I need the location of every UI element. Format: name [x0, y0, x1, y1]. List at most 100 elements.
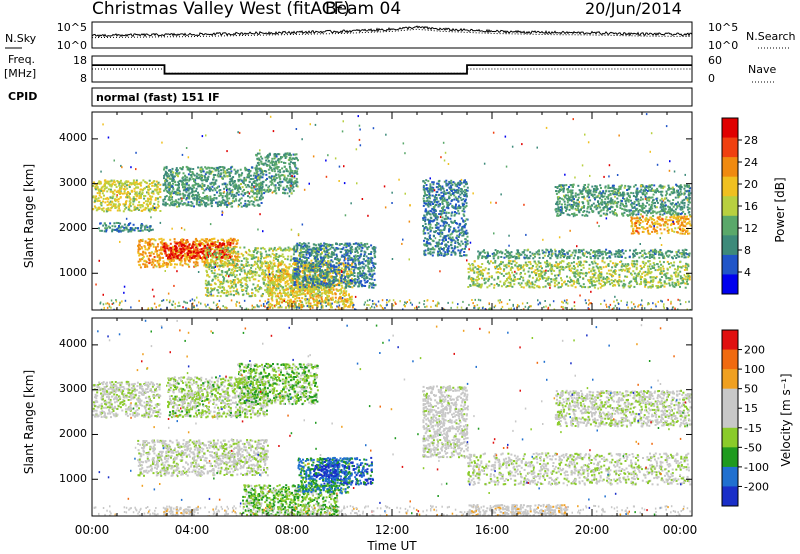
heatmap-cell [168, 183, 171, 186]
heatmap-cell [192, 240, 195, 243]
heatmap-cell [301, 306, 304, 308]
heatmap-cell [149, 197, 152, 200]
heatmap-cell [190, 257, 193, 259]
heatmap-cell [360, 272, 363, 275]
heatmap-cell [248, 180, 251, 183]
heatmap-cell [295, 264, 298, 267]
heatmap-cell [169, 238, 172, 241]
heatmap-cell [292, 153, 295, 156]
heatmap-cell [210, 240, 213, 243]
heatmap-cell [240, 205, 243, 208]
heatmap-cell [203, 201, 206, 204]
heatmap-cell [121, 229, 124, 232]
heatmap-cell [344, 269, 347, 272]
heatmap-cell [228, 197, 231, 200]
heatmap-cell [215, 197, 218, 200]
heatmap-cell [232, 258, 234, 261]
heatmap-cell [267, 281, 270, 284]
heatmap-cell [206, 177, 209, 179]
heatmap-cell [339, 243, 342, 246]
heatmap-cell [225, 186, 228, 189]
heatmap-cell [258, 268, 261, 271]
heatmap-cell [200, 176, 203, 179]
heatmap-cell [92, 196, 94, 199]
heatmap-cell [222, 168, 225, 171]
heatmap-cell [347, 276, 350, 279]
heatmap-cell [260, 287, 263, 290]
heatmap-cell [211, 238, 213, 241]
heatmap-cell [235, 274, 238, 277]
heatmap-cell [206, 238, 209, 241]
heatmap-cell [319, 267, 321, 270]
freq-tick-top: 18 [73, 54, 87, 67]
heatmap-cell [215, 263, 218, 266]
heatmap-cell [273, 282, 276, 285]
heatmap-cell [315, 263, 317, 266]
heatmap-cell [275, 298, 278, 301]
heatmap-cell [157, 193, 160, 196]
heatmap-cell [258, 182, 261, 185]
heatmap-cell [182, 196, 185, 199]
heatmap-cell [173, 175, 176, 178]
heatmap-cell [118, 188, 121, 191]
heatmap-cell [148, 179, 151, 182]
heatmap-cell [243, 192, 246, 195]
heatmap-cell [227, 293, 230, 296]
heatmap-cell [249, 169, 252, 172]
sky-noise-trace [91, 25, 693, 39]
heatmap-cell [335, 284, 338, 287]
heatmap-cell [175, 167, 178, 170]
heatmap-cell [269, 188, 271, 191]
heatmap-cell [271, 265, 274, 268]
heatmap-cell [192, 251, 195, 254]
heatmap-cell [175, 168, 178, 171]
heatmap-cell [179, 263, 182, 266]
heatmap-cell [98, 194, 101, 197]
nave-tick-bottom: 0 [708, 72, 715, 85]
heatmap-cell [219, 204, 222, 207]
heatmap-cell [355, 242, 358, 245]
heatmap-cell [229, 178, 232, 181]
heatmap-cell [245, 264, 247, 267]
heatmap-cell [258, 167, 261, 170]
heatmap-cell [232, 250, 235, 253]
heatmap-cell [232, 197, 235, 200]
heatmap-cell [300, 292, 303, 295]
heatmap-cell [254, 295, 257, 297]
heatmap-cell [306, 289, 309, 292]
heatmap-cell [262, 262, 265, 265]
heatmap-cell [260, 192, 263, 195]
heatmap-cell [198, 185, 201, 188]
heatmap-cell [319, 265, 322, 268]
heatmap-cell [314, 274, 317, 277]
heatmap-cell [366, 279, 369, 282]
heatmap-cell [326, 277, 329, 280]
freq-tick-bottom: 8 [80, 72, 87, 85]
heatmap-cell [142, 255, 145, 258]
heatmap-cell [98, 188, 101, 191]
heatmap-cell [111, 200, 114, 203]
heatmap-cell [153, 258, 156, 261]
heatmap-cell [294, 277, 297, 280]
heatmap-cell [170, 252, 173, 255]
heatmap-cell [322, 276, 325, 279]
heatmap-cell [157, 200, 160, 203]
heatmap-cell [353, 255, 356, 258]
heatmap-cell [179, 179, 182, 182]
heatmap-cell [270, 293, 273, 296]
heatmap-cell [181, 168, 184, 171]
heatmap-cell [198, 240, 201, 243]
heatmap-cell [234, 172, 237, 175]
heatmap-cell [108, 183, 111, 186]
heatmap-cell [160, 246, 163, 249]
heatmap-cell [258, 187, 261, 190]
heatmap-cell [191, 245, 194, 248]
heatmap-cell [238, 199, 241, 202]
heatmap-cell [361, 247, 364, 249]
heatmap-cell [277, 278, 280, 281]
heatmap-cell [171, 251, 174, 254]
heatmap-cell [271, 270, 274, 273]
heatmap-cell [193, 174, 196, 177]
heatmap-cell [103, 210, 105, 213]
heatmap-cell [293, 294, 296, 297]
